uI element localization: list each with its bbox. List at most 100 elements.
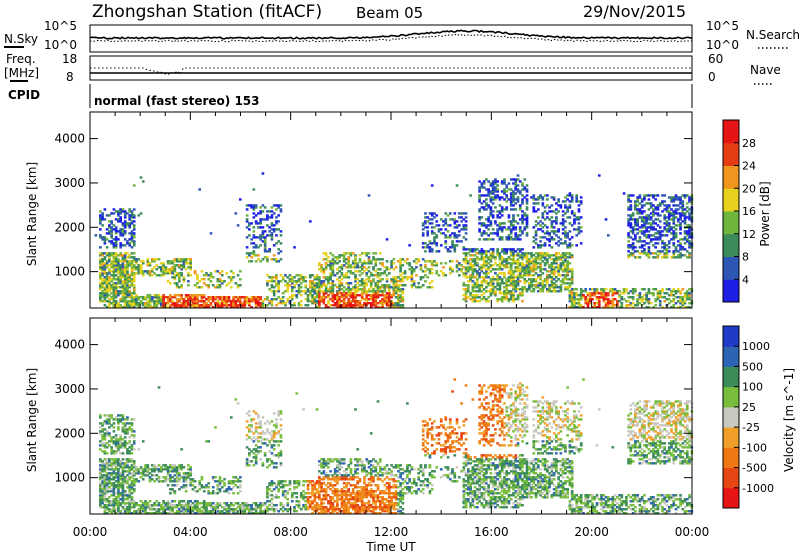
heatmap-cell bbox=[645, 226, 648, 229]
heatmap-cell bbox=[480, 298, 484, 301]
heatmap-cell bbox=[171, 300, 174, 303]
heatmap-cell bbox=[575, 194, 579, 197]
heatmap-cell bbox=[245, 214, 249, 217]
heatmap-cell bbox=[611, 306, 615, 309]
heatmap-cell bbox=[245, 220, 249, 223]
heatmap-cell bbox=[584, 300, 588, 303]
heatmap-cell bbox=[629, 226, 633, 229]
heatmap-cell bbox=[207, 286, 211, 289]
heatmap-cell bbox=[297, 290, 301, 293]
heatmap-cell bbox=[478, 268, 481, 271]
heatmap-cell bbox=[672, 216, 676, 219]
heatmap-cell bbox=[532, 270, 536, 273]
heatmap-cell bbox=[683, 292, 687, 295]
heatmap-cell bbox=[674, 210, 678, 213]
heatmap-cell bbox=[464, 216, 468, 219]
heatmap-cell bbox=[570, 304, 574, 307]
heatmap-cell bbox=[390, 294, 393, 297]
heatmap-cell bbox=[656, 232, 660, 235]
heatmap-cell bbox=[552, 254, 556, 257]
heatmap-cell bbox=[453, 212, 457, 215]
heatmap-cell bbox=[525, 264, 529, 267]
heatmap-cell bbox=[155, 268, 159, 271]
heatmap-cell bbox=[365, 278, 369, 281]
heatmap-cell bbox=[557, 268, 560, 271]
heatmap-cell bbox=[685, 230, 689, 233]
heatmap-cell bbox=[516, 274, 520, 277]
heatmap-cell bbox=[588, 296, 592, 299]
heatmap-cell bbox=[654, 194, 658, 197]
heatmap-cell bbox=[417, 286, 420, 289]
heatmap-cell bbox=[103, 268, 107, 271]
heatmap-cell bbox=[638, 194, 642, 197]
heatmap-cell bbox=[381, 306, 384, 309]
heatmap-cell bbox=[582, 306, 585, 309]
heatmap-cell bbox=[110, 436, 113, 439]
heatmap-cell bbox=[577, 232, 581, 235]
heatmap-cell bbox=[491, 210, 495, 213]
heatmap-cell bbox=[638, 226, 642, 229]
heatmap-cell bbox=[505, 282, 509, 285]
heatmap-cell bbox=[654, 232, 658, 235]
heatmap-cell bbox=[616, 302, 619, 305]
heatmap-cell bbox=[119, 304, 123, 307]
heatmap-cell bbox=[485, 290, 488, 293]
heatmap-cell bbox=[462, 224, 466, 227]
heatmap-cell bbox=[688, 296, 691, 299]
heatmap-cell bbox=[559, 242, 563, 245]
heatmap-cell bbox=[491, 184, 495, 187]
heatmap-cell bbox=[119, 452, 123, 455]
heatmap-cell bbox=[546, 274, 549, 277]
heatmap-cell bbox=[117, 450, 120, 453]
heatmap-cell bbox=[679, 224, 682, 227]
heatmap-cell bbox=[372, 268, 375, 271]
heatmap-cell bbox=[187, 298, 190, 301]
heatmap-cell bbox=[525, 184, 529, 187]
heatmap-cell bbox=[119, 494, 123, 497]
heatmap-cell bbox=[462, 212, 466, 215]
heatmap-cell bbox=[150, 468, 154, 471]
heatmap-cell bbox=[512, 260, 515, 263]
heatmap-cell bbox=[320, 284, 323, 287]
heatmap-cell bbox=[541, 286, 545, 289]
heatmap-cell bbox=[557, 278, 560, 281]
heatmap-cell bbox=[498, 222, 502, 225]
heatmap-cell bbox=[462, 288, 466, 291]
heatmap-cell bbox=[507, 220, 511, 223]
heatmap-cell bbox=[99, 448, 102, 451]
heatmap-cell bbox=[139, 506, 143, 509]
heatmap-cell bbox=[268, 250, 271, 253]
heatmap-cell bbox=[600, 292, 603, 295]
heatmap-cell bbox=[137, 298, 141, 301]
heatmap-cell bbox=[496, 232, 500, 235]
heatmap-cell bbox=[566, 264, 569, 267]
heatmap-cell bbox=[649, 218, 653, 221]
heatmap-cell bbox=[667, 224, 671, 227]
heatmap-cell bbox=[627, 234, 630, 237]
heatmap-cell bbox=[367, 252, 371, 255]
heatmap-cell bbox=[663, 218, 667, 221]
heatmap-cell bbox=[103, 452, 107, 455]
heatmap-cell bbox=[99, 300, 102, 303]
heatmap-cell bbox=[322, 270, 326, 273]
heatmap-cell bbox=[130, 252, 134, 255]
heatmap-cell bbox=[128, 450, 132, 453]
heatmap-cell bbox=[299, 294, 303, 297]
heatmap-cell bbox=[119, 266, 123, 269]
heatmap-cell bbox=[385, 298, 389, 301]
heatmap-cell bbox=[132, 264, 136, 267]
heatmap-cell bbox=[566, 278, 569, 281]
heatmap-cell bbox=[241, 302, 244, 305]
heatmap-cell bbox=[674, 208, 678, 211]
heatmap-cell bbox=[602, 292, 606, 295]
heatmap-cell bbox=[349, 270, 353, 273]
heatmap-cell bbox=[150, 268, 154, 271]
heatmap-cell bbox=[536, 266, 540, 269]
heatmap-cell bbox=[507, 280, 511, 283]
heatmap-cell bbox=[439, 218, 443, 221]
heatmap-cell bbox=[200, 298, 204, 301]
heatmap-cell bbox=[577, 200, 581, 203]
heatmap-cell bbox=[500, 268, 504, 271]
heatmap-cell bbox=[588, 300, 592, 303]
heatmap-cell bbox=[634, 236, 637, 239]
